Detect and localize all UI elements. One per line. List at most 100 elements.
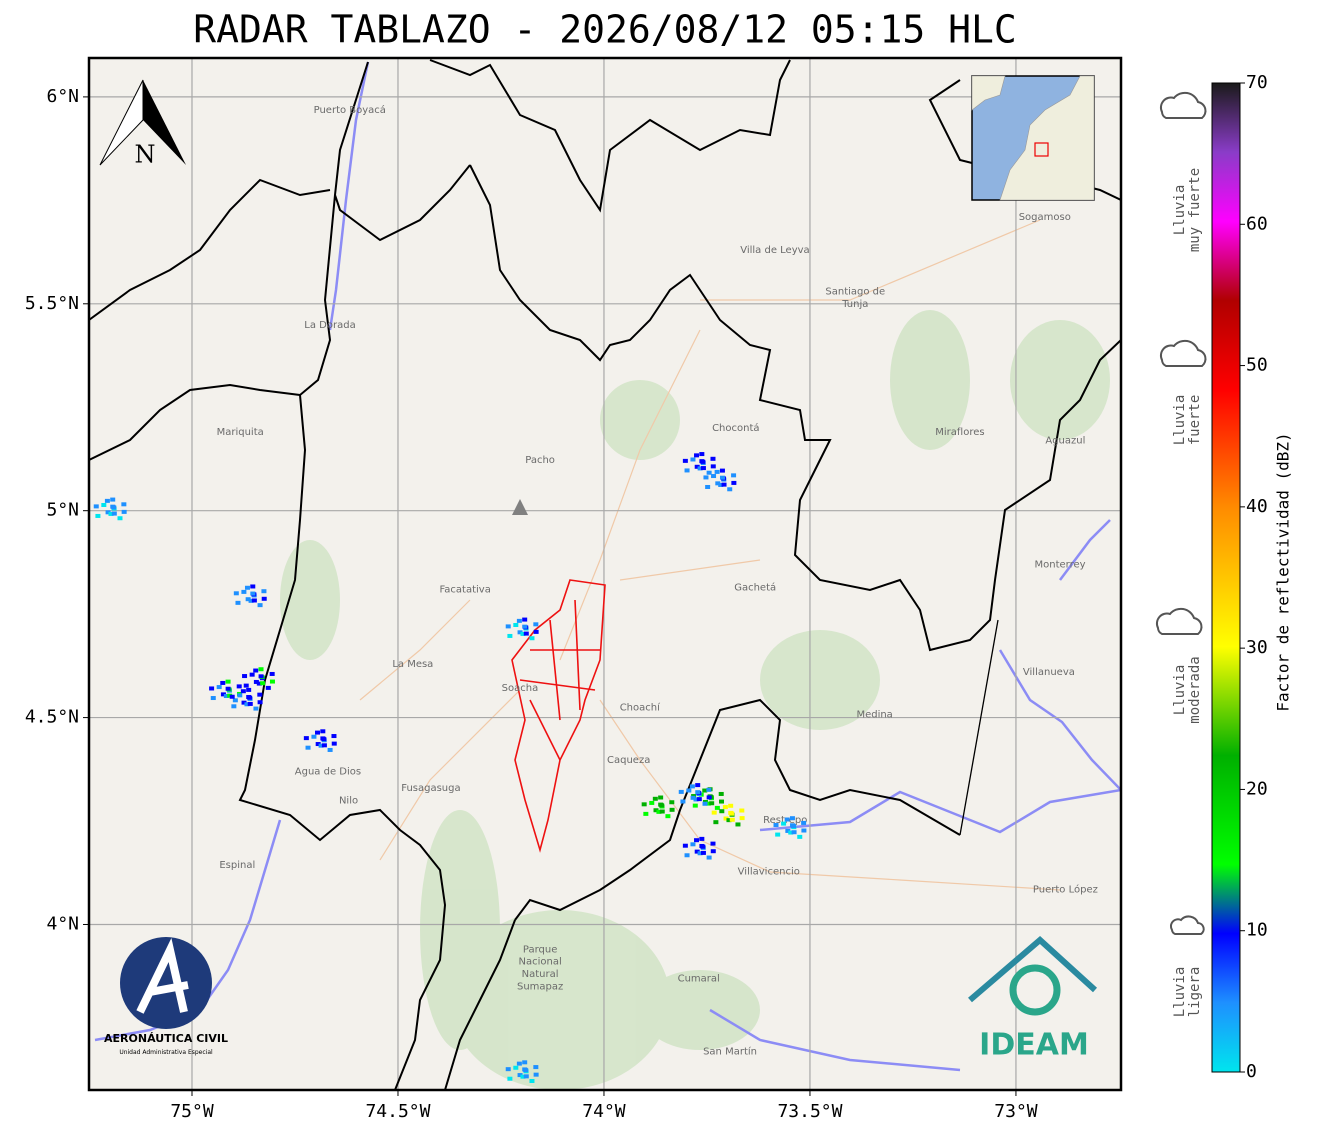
echo-cell xyxy=(719,809,725,814)
echo-cell xyxy=(210,696,216,701)
place-label: Villanueva xyxy=(1023,667,1075,678)
echo-cell xyxy=(237,693,243,698)
rivers xyxy=(94,61,1121,1072)
place-label: Fusagasuga xyxy=(401,783,460,794)
echo-cell xyxy=(223,694,229,699)
x-tick-label: 74°W xyxy=(582,1101,626,1122)
echo-cell xyxy=(729,817,735,822)
place-labels: Villavicencio Fusagasuga Soacha Facatativa V… xyxy=(217,104,1098,1057)
echo-cell xyxy=(697,466,703,471)
place-label: Miraflores xyxy=(935,427,984,438)
place-label: Sogamoso xyxy=(1019,212,1071,223)
colorbar-tick-label: 60 xyxy=(1246,213,1268,234)
echo-cell xyxy=(719,468,725,473)
echo-cell xyxy=(269,671,275,676)
echo-cell xyxy=(684,853,690,858)
echo-cell xyxy=(258,674,264,679)
aerocivil-logo: AERONÁUTICA CIVIL Unidad Administrativa … xyxy=(104,937,228,1056)
y-tick-label: 6°N xyxy=(46,86,79,107)
echo-cell xyxy=(513,1065,519,1070)
y-tick-label: 4°N xyxy=(46,913,79,934)
echo-cell xyxy=(533,629,539,634)
echo-cell xyxy=(105,510,111,515)
echo-cell xyxy=(694,464,700,469)
echo-cell xyxy=(242,674,248,679)
echo-cell xyxy=(108,511,114,516)
echo-cell xyxy=(801,828,807,833)
echo-cell xyxy=(522,624,528,629)
echo-cell xyxy=(331,741,337,746)
place-label: Nacional xyxy=(518,957,561,968)
echo-cell xyxy=(236,684,242,689)
echo-cell xyxy=(669,807,675,812)
echo-cell xyxy=(643,811,649,816)
echo-cell xyxy=(693,797,699,802)
echo-cell xyxy=(232,698,238,703)
place-label: Pacho xyxy=(525,455,555,466)
echo-cell xyxy=(700,466,706,471)
place-label: Soacha xyxy=(502,683,539,694)
echo-cell xyxy=(710,849,716,854)
echo-cell xyxy=(243,683,249,688)
echo-cell xyxy=(225,686,231,691)
echo-cell xyxy=(718,791,724,796)
x-tick-label: 75°W xyxy=(170,1101,214,1122)
echo-cell xyxy=(529,636,535,641)
echo-cell xyxy=(682,458,688,463)
echo-cell xyxy=(728,810,734,815)
place-label: Aguazul xyxy=(1045,435,1085,446)
inset-map xyxy=(971,75,1095,201)
echo-cell xyxy=(721,482,727,487)
echo-cell xyxy=(248,598,254,603)
echo-cell xyxy=(710,841,716,846)
map: Villavicencio Fusagasuga Soacha Facatativa V… xyxy=(89,58,1121,1090)
place-label: Villa de Leyva xyxy=(740,245,809,256)
place-label: Agua de Dios xyxy=(295,766,361,777)
echo-cell xyxy=(529,1078,535,1083)
echo-cell xyxy=(791,830,797,835)
echo-cell xyxy=(303,736,309,741)
echo-cell xyxy=(656,809,662,814)
ideam-logo: IDEAM xyxy=(968,935,1098,1063)
echo-cell xyxy=(702,788,708,793)
echo-cell xyxy=(517,630,523,635)
echo-cell xyxy=(253,668,259,673)
echo-cell xyxy=(789,816,795,821)
echo-cell xyxy=(735,822,741,827)
echo xyxy=(678,783,712,806)
echo-cell xyxy=(705,801,711,806)
echo-cell xyxy=(327,747,333,752)
intensity-label: moderada xyxy=(1187,656,1203,723)
echo-cell xyxy=(522,1060,528,1065)
echo-cell xyxy=(709,801,715,806)
intensity-icons xyxy=(1155,91,1207,935)
echo-cell xyxy=(718,482,724,487)
echo-cell xyxy=(731,473,737,478)
radar-echoes xyxy=(93,452,807,1083)
colorbar-label: Factor de reflectividad (dBZ) xyxy=(1274,432,1293,711)
intensity-label: Lluvia xyxy=(1172,665,1188,716)
echo-cell xyxy=(261,596,267,601)
echo-cell xyxy=(95,513,101,518)
echo-cell xyxy=(695,783,701,788)
echo-cell xyxy=(247,701,253,706)
echo xyxy=(641,795,675,819)
echo xyxy=(229,687,263,711)
echo-cell xyxy=(121,509,127,514)
colorbar-tick-label: 10 xyxy=(1246,920,1268,941)
place-label: Puerto López xyxy=(1033,884,1098,896)
echo-cell xyxy=(246,695,252,700)
place-label: Espinal xyxy=(219,860,255,871)
echo-cell xyxy=(694,453,700,458)
echo-cell xyxy=(680,799,686,804)
logo-subtext: Unidad Administrativa Especial xyxy=(119,1049,213,1056)
echo xyxy=(505,617,539,641)
echo-cell xyxy=(699,459,705,464)
echo-cell xyxy=(241,589,247,594)
y-tick-label: 5°N xyxy=(46,500,79,521)
echo-cell xyxy=(505,624,511,629)
echo-cell xyxy=(250,584,256,589)
colorbar-axis: 0 10 20 30 40 50 60 70 Factor de reflectividad (… xyxy=(1240,72,1293,1082)
x-tick-label: 73.5°W xyxy=(777,1101,842,1122)
